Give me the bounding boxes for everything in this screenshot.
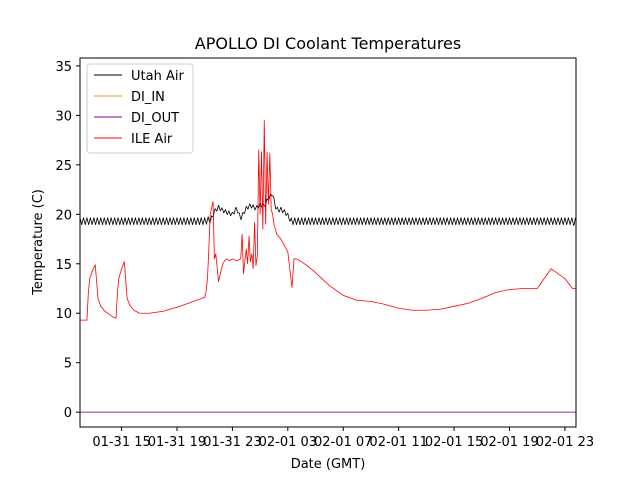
- y-tick-label: 10: [55, 307, 72, 322]
- x-tick-label: 02-01 03: [259, 435, 317, 450]
- y-tick-label: 30: [55, 109, 72, 124]
- legend-label: ILE Air: [131, 132, 173, 147]
- legend-label: DI_IN: [131, 90, 165, 105]
- y-tick-label: 5: [64, 357, 72, 372]
- x-tick-label: 02-01 19: [480, 435, 538, 450]
- legend: Utah Air DI_IN DI_OUT ILE Air: [86, 63, 194, 154]
- y-tick-label: 0: [64, 406, 72, 421]
- legend-label: DI_OUT: [131, 111, 179, 126]
- x-tick-label: 02-01 11: [369, 435, 427, 450]
- series-line-ile-air: [80, 119, 576, 321]
- legend-label: Utah Air: [131, 69, 184, 84]
- chart-title: APOLLO DI Coolant Temperatures: [195, 34, 461, 53]
- x-tick-label: 01-31 15: [92, 435, 150, 450]
- legend-box: [86, 63, 194, 154]
- series-line-utah-air: [80, 193, 576, 226]
- y-tick-label: 15: [55, 258, 72, 273]
- x-tick-label: 01-31 23: [203, 435, 261, 450]
- y-tick-label: 25: [55, 159, 72, 174]
- y-tick-label: 20: [55, 208, 72, 223]
- x-axis-label: Date (GMT): [291, 457, 366, 472]
- x-tick-label: 02-01 07: [314, 435, 372, 450]
- x-tick-label: 02-01 23: [536, 435, 594, 450]
- y-tick-label: 35: [55, 60, 72, 75]
- x-tick-label: 02-01 15: [425, 435, 483, 450]
- series-layer: [80, 119, 576, 413]
- y-axis: 0 5 10 15 20 25 30 35: [55, 60, 80, 421]
- x-tick-label: 01-31 19: [148, 435, 206, 450]
- y-axis-label: Temperature (C): [31, 189, 46, 296]
- plot-frame: [79, 57, 577, 428]
